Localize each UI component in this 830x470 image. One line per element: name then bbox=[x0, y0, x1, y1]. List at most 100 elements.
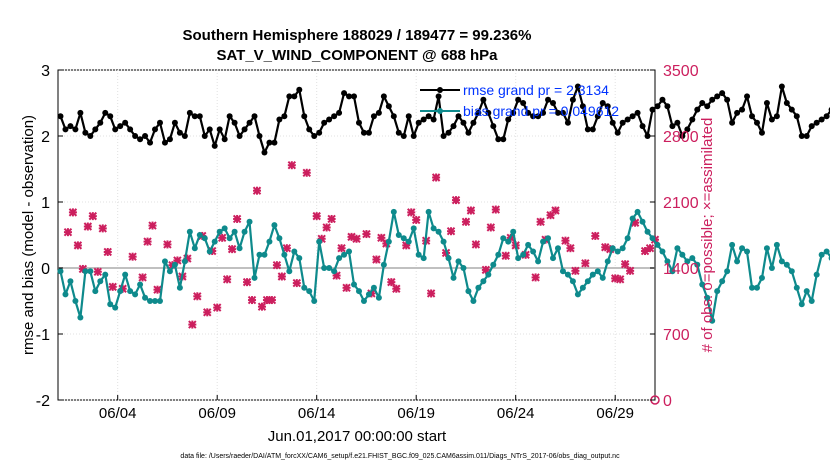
rmse-point bbox=[281, 113, 288, 120]
rmse-point bbox=[734, 109, 741, 116]
rmse-point bbox=[554, 109, 561, 116]
bias-point bbox=[818, 251, 825, 258]
rmse-point bbox=[744, 93, 751, 100]
bias-point bbox=[251, 274, 258, 281]
rmse-point bbox=[823, 113, 830, 120]
rmse-point bbox=[271, 139, 278, 146]
y-tick-label-right: 2100 bbox=[663, 195, 699, 212]
bias-point bbox=[778, 258, 785, 265]
rmse-point bbox=[599, 100, 606, 106]
bias-point bbox=[77, 314, 84, 321]
rmse-point bbox=[783, 100, 790, 106]
y-tick-label: 3 bbox=[41, 63, 50, 80]
obs-assimilated-marker bbox=[392, 284, 401, 293]
y-tick-label: 0 bbox=[41, 261, 50, 278]
rmse-point bbox=[127, 126, 134, 133]
bias-point bbox=[117, 288, 124, 295]
bias-point bbox=[694, 261, 701, 268]
bias-point bbox=[216, 228, 223, 235]
bias-point bbox=[351, 281, 358, 288]
obs-assimilated-marker bbox=[247, 295, 257, 305]
bias-point bbox=[400, 235, 407, 242]
bias-point bbox=[435, 228, 442, 235]
rmse-point bbox=[410, 133, 417, 139]
rmse-point bbox=[525, 109, 532, 116]
bias-point bbox=[57, 268, 64, 275]
rmse-point bbox=[276, 116, 283, 123]
rmse-point bbox=[569, 96, 576, 103]
rmse-point bbox=[530, 113, 537, 120]
rmse-point bbox=[420, 116, 427, 123]
obs-assimilated-marker bbox=[426, 289, 436, 298]
bias-point bbox=[336, 255, 343, 262]
bias-point bbox=[510, 228, 517, 235]
obs-assimilated-marker bbox=[292, 278, 302, 288]
obs-assimilated-marker bbox=[591, 231, 600, 241]
x-axis-label: Jun.01,2017 00:00:00 start bbox=[268, 428, 447, 445]
bias-point bbox=[107, 301, 114, 308]
bias-point bbox=[445, 255, 452, 262]
bias-point bbox=[142, 294, 149, 301]
obs-assimilated-marker bbox=[645, 243, 655, 253]
rmse-point bbox=[679, 133, 686, 139]
rmse-point bbox=[156, 119, 163, 126]
bias-point bbox=[360, 298, 367, 304]
x-tick-label: 06/29 bbox=[596, 405, 634, 422]
rmse-point bbox=[559, 109, 566, 116]
rmse-point bbox=[589, 126, 596, 133]
bias-point bbox=[604, 258, 611, 265]
series-layer bbox=[57, 83, 830, 405]
rmse-point bbox=[808, 123, 815, 130]
bias-point bbox=[370, 284, 377, 291]
rmse-point bbox=[186, 109, 193, 116]
bias-point bbox=[669, 268, 676, 275]
bias-point bbox=[793, 284, 800, 291]
bias-point bbox=[719, 278, 726, 285]
obs-assimilated-marker bbox=[63, 227, 73, 237]
bias-point bbox=[380, 261, 387, 268]
y-tick-label-right: 3500 bbox=[663, 63, 699, 80]
rmse-point bbox=[201, 133, 208, 139]
rmse-point bbox=[485, 109, 492, 116]
obs-assimilated-marker bbox=[128, 252, 137, 261]
rmse-point bbox=[684, 126, 691, 133]
rmse-point bbox=[266, 139, 273, 146]
rmse-point bbox=[142, 133, 149, 139]
bias-point bbox=[525, 241, 532, 248]
rmse-point bbox=[152, 126, 159, 133]
obs-assimilated-marker bbox=[242, 277, 252, 287]
rmse-point bbox=[316, 129, 323, 136]
rmse-point bbox=[763, 100, 770, 106]
obs-assimilated-marker bbox=[551, 206, 560, 215]
rmse-point bbox=[291, 93, 298, 100]
bias-point bbox=[470, 298, 477, 304]
obs-assimilated-marker bbox=[227, 244, 237, 254]
bias-point bbox=[152, 298, 159, 304]
bias-point bbox=[156, 298, 163, 304]
bias-point bbox=[67, 278, 74, 285]
rmse-point bbox=[231, 119, 238, 126]
obs-assimilated-marker bbox=[88, 211, 98, 221]
obs-assimilated-marker bbox=[352, 234, 361, 243]
rmse-point bbox=[634, 109, 641, 116]
rmse-point bbox=[465, 129, 472, 136]
bias-point bbox=[495, 251, 502, 258]
rmse-point bbox=[619, 119, 626, 126]
rmse-point bbox=[624, 116, 631, 123]
bias-point bbox=[520, 251, 527, 258]
bias-point bbox=[450, 274, 457, 281]
y-tick-label: -1 bbox=[36, 327, 50, 344]
obs-assimilated-marker bbox=[581, 259, 590, 268]
obs-assimilated-marker bbox=[536, 217, 545, 227]
rmse-point bbox=[102, 109, 109, 116]
obs-assimilated-marker bbox=[212, 303, 222, 312]
rmse-point bbox=[495, 136, 502, 143]
rmse-point bbox=[67, 123, 74, 130]
y-tick-label: 1 bbox=[41, 195, 50, 212]
bias-point bbox=[390, 208, 397, 215]
obs-assimilated-marker bbox=[615, 275, 625, 284]
rmse-point bbox=[639, 123, 646, 130]
obs-assimilated-marker bbox=[431, 173, 441, 182]
rmse-point bbox=[336, 109, 343, 116]
rmse-point bbox=[166, 136, 173, 143]
